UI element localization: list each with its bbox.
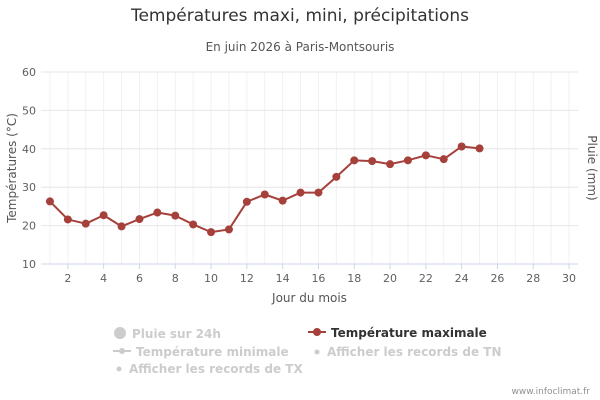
data-point: [421, 151, 430, 160]
legend-item-pluie[interactable]: Pluie sur 24h: [113, 326, 221, 343]
x-tick-label: 6: [136, 272, 143, 285]
legend-item-tmin[interactable]: Température minimale: [113, 345, 289, 360]
x-tick-label: 8: [172, 272, 179, 285]
x-tick-label: 2: [64, 272, 71, 285]
credit-link[interactable]: www.infoclimat.fr: [511, 387, 591, 397]
x-axis-title: Jour du mois: [271, 291, 347, 305]
data-point: [189, 220, 198, 229]
y2-axis-title: Pluie (mm): [585, 135, 599, 200]
data-point: [296, 188, 305, 197]
y-tick-label: 40: [22, 143, 36, 156]
legend-item-tmax[interactable]: Température maximale: [308, 326, 487, 341]
x-tick-label: 18: [347, 272, 361, 285]
data-point: [135, 215, 144, 224]
data-point: [117, 222, 126, 231]
chart-title: Températures maxi, mini, précipitations: [130, 6, 470, 26]
x-tick-label: 4: [100, 272, 107, 285]
data-point: [45, 197, 54, 206]
x-tick-label: 10: [204, 272, 218, 285]
y-axis-title: Températures (°C): [5, 113, 19, 224]
data-point: [314, 188, 323, 197]
data-point: [242, 197, 251, 206]
data-point: [368, 157, 377, 166]
line-marker-legend-icon: [308, 326, 326, 341]
chart-subtitle: En juin 2026 à Paris-Montsouris: [205, 40, 395, 54]
y-tick-label: 20: [22, 220, 36, 233]
legend-item-records-tn[interactable]: Afficher les records de TN: [312, 345, 502, 360]
line-marker-legend-icon: [113, 345, 131, 360]
grid-lines: [41, 71, 578, 265]
data-point: [403, 156, 412, 165]
x-tick-label: 22: [419, 272, 433, 285]
data-point: [350, 156, 359, 165]
data-point: [153, 208, 162, 217]
x-tick-label: 16: [311, 272, 325, 285]
data-point: [439, 155, 448, 164]
x-tick-label: 24: [455, 272, 469, 285]
data-point: [278, 196, 287, 205]
data-point: [99, 211, 108, 220]
data-point: [171, 211, 180, 220]
data-point: [224, 225, 233, 234]
legend-label: Température maximale: [331, 326, 487, 340]
data-point: [260, 190, 269, 199]
x-tick-label: 20: [383, 272, 397, 285]
data-point: [81, 219, 90, 228]
data-point: [475, 144, 484, 153]
dot-legend-icon: [114, 363, 124, 377]
data-point: [386, 160, 395, 169]
x-tick-label: 26: [490, 272, 504, 285]
x-tick-label: 14: [276, 272, 290, 285]
legend-label: Afficher les records de TX: [129, 362, 303, 376]
x-tick-label: 30: [562, 272, 576, 285]
series-layer: [45, 142, 484, 237]
data-point: [332, 172, 341, 181]
legend-label: Pluie sur 24h: [132, 327, 221, 341]
data-point: [207, 228, 216, 237]
legend-label: Température minimale: [136, 345, 289, 359]
y-tick-label: 60: [22, 66, 36, 79]
circle-legend-icon: [113, 326, 127, 343]
data-point: [457, 142, 466, 151]
legend-label: Afficher les records de TN: [327, 345, 502, 359]
dot-legend-icon: [312, 346, 322, 360]
y-tick-label: 30: [22, 181, 36, 194]
x-tick-label: 12: [240, 272, 254, 285]
data-point: [63, 215, 72, 224]
x-tick-label: 28: [526, 272, 540, 285]
y-tick-label: 50: [22, 104, 36, 117]
legend-item-records-tx[interactable]: Afficher les records de TX: [114, 362, 303, 377]
y-tick-label: 10: [22, 258, 36, 271]
